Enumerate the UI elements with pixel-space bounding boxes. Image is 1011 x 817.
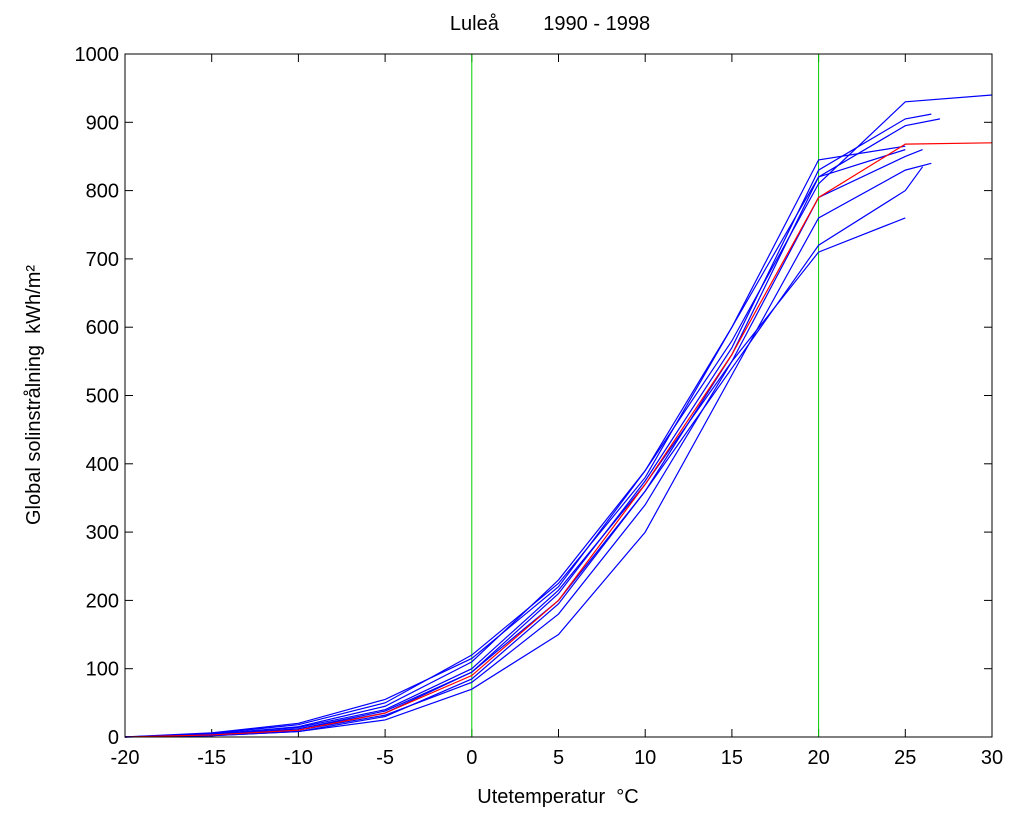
x-tick-label: 0	[466, 747, 477, 769]
x-tick-label: 10	[634, 747, 656, 769]
y-tick-label: 400	[86, 454, 119, 476]
series-line	[124, 162, 932, 738]
x-axis-label: Utetemperatur °C	[477, 786, 638, 808]
x-tick-label: 15	[721, 747, 743, 769]
y-tick-label: 0	[108, 727, 119, 749]
series-line	[124, 149, 906, 738]
x-tick-label: 5	[553, 747, 564, 769]
y-tick-label: 700	[86, 249, 119, 271]
y-tick-label: 300	[86, 522, 119, 544]
x-tick-label: 30	[981, 747, 1003, 769]
chart-title: Luleå 1990 - 1998	[450, 13, 650, 35]
y-tick-label: 800	[86, 181, 119, 203]
x-tick-label: -15	[197, 747, 226, 769]
y-tick-label: 200	[86, 590, 119, 612]
series-line	[124, 145, 906, 738]
y-tick-label: 500	[86, 386, 119, 408]
series-line	[124, 217, 906, 738]
y-tick-label: 600	[86, 317, 119, 339]
plot-frame	[124, 53, 993, 738]
y-tick-label: 100	[86, 659, 119, 681]
x-tick-label: -10	[284, 747, 313, 769]
y-tick-label: 900	[86, 112, 119, 134]
x-tick-label: 20	[807, 747, 829, 769]
y-tick-label: 1000	[75, 44, 120, 66]
x-tick-label: 25	[894, 747, 916, 769]
series-line	[124, 142, 993, 738]
x-tick-label: -5	[376, 747, 394, 769]
x-tick-label: -20	[111, 747, 140, 769]
y-axis-label: Global solinstrålning kWh/m²	[23, 265, 45, 525]
